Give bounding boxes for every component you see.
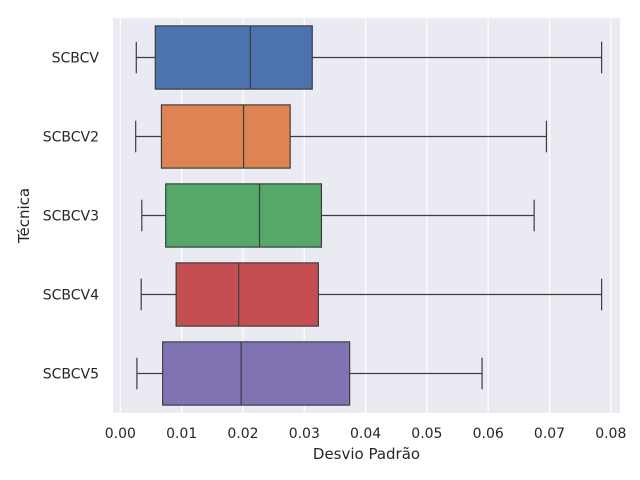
box-iqr bbox=[165, 183, 323, 248]
x-tick-label: 0.02 bbox=[227, 426, 258, 442]
y-tick-label: SCBCV5 bbox=[43, 367, 99, 383]
x-tick-label: 0.06 bbox=[473, 426, 504, 442]
box-iqr bbox=[154, 25, 313, 90]
box-scbcv3 bbox=[141, 183, 535, 248]
y-tick-label: SCBCV3 bbox=[43, 209, 99, 225]
box-iqr bbox=[162, 341, 351, 406]
box-scbcv4 bbox=[140, 262, 603, 327]
box-scbcv2 bbox=[135, 104, 548, 169]
box-series bbox=[135, 25, 603, 406]
x-tick-label: 0.01 bbox=[166, 426, 197, 442]
box-iqr bbox=[160, 104, 291, 169]
y-tick-label: SCBCV2 bbox=[43, 130, 99, 146]
x-tick-label: 0.03 bbox=[289, 426, 320, 442]
x-axis-label: Desvio Padrão bbox=[313, 445, 420, 463]
x-tick-label: 0.07 bbox=[534, 426, 565, 442]
box-iqr bbox=[175, 262, 319, 327]
y-tick-labels: SCBCV SCBCV2 SCBCV3 SCBCV4 SCBCV5 bbox=[43, 51, 100, 383]
box-scbcv5 bbox=[136, 341, 483, 406]
x-tick-label: 0.00 bbox=[105, 426, 136, 442]
x-tick-label: 0.08 bbox=[595, 426, 626, 442]
y-axis-label: Técnica bbox=[15, 188, 33, 244]
x-tick-label: 0.04 bbox=[350, 426, 381, 442]
box-scbcv bbox=[135, 25, 603, 90]
y-tick-label: SCBCV4 bbox=[43, 288, 99, 304]
x-tick-label: 0.05 bbox=[411, 426, 442, 442]
y-tick-label: SCBCV bbox=[52, 51, 100, 67]
x-tick-labels: 0.00 0.01 0.02 0.03 0.04 0.05 0.06 0.07 0.08 bbox=[105, 426, 627, 442]
